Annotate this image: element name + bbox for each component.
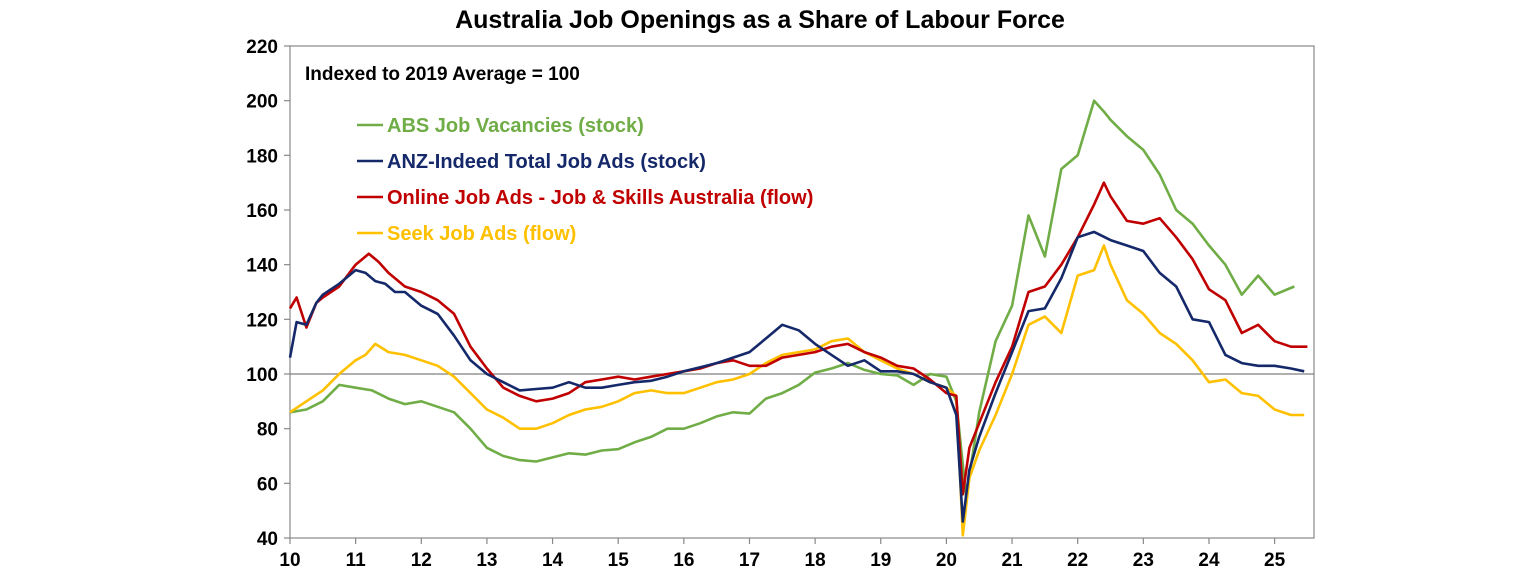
x-tick-label: 21 [1001,550,1023,571]
series-line-2 [288,230,1305,523]
x-tick-label: 12 [411,550,432,571]
y-tick-label: 120 [246,310,278,331]
x-tick-label: 11 [346,550,367,571]
legend: ABS Job Vacancies (stock) ANZ-Indeed Tota… [357,115,813,245]
x-tick-label: 23 [1133,550,1154,571]
y-tick-label: 100 [246,365,278,386]
y-tick-label: 140 [246,256,278,277]
y-tick-label: 220 [246,37,278,58]
series-line-1 [289,99,1295,499]
x-tick-label: 25 [1264,550,1286,571]
x-tick-label: 15 [608,550,630,571]
legend-label: ABS Job Vacancies (stock) [387,115,644,137]
chart-title: Australia Job Openings as a Share of Lab… [455,6,1065,34]
x-tick-label: 16 [673,550,694,571]
y-tick-label: 40 [257,529,278,550]
y-axis-ticks: 40 60 80 100 120 140 160 180 200 220 [246,37,290,550]
x-tick-label: 22 [1067,550,1088,571]
y-tick-label: 80 [257,420,278,441]
x-tick-label: 13 [476,550,497,571]
series-group [288,99,1308,537]
y-tick-label: 180 [246,146,278,167]
legend-label: Seek Job Ads (flow) [387,223,576,245]
y-tick-label: 60 [257,474,278,495]
series-line-3 [288,181,1308,496]
x-tick-label: 18 [805,550,826,571]
x-tick-label: 14 [542,550,564,571]
series-line-4 [289,244,1305,537]
index-note: Indexed to 2019 Average = 100 [305,64,580,85]
x-axis-ticks: 10 11 12 13 14 15 16 17 18 19 20 21 22 23 24 25 [279,538,1286,571]
legend-label: ANZ-Indeed Total Job Ads (stock) [387,151,706,173]
x-tick-label: 20 [936,550,957,571]
x-tick-label: 19 [870,550,891,571]
legend-label: Online Job Ads - Job & Skills Australia … [387,187,813,209]
x-tick-label: 24 [1198,550,1220,571]
plot-area [289,45,1315,539]
x-tick-label: 10 [279,550,300,571]
x-tick-label: 17 [739,550,760,571]
y-tick-label: 200 [246,92,278,113]
y-tick-label: 160 [246,201,278,222]
